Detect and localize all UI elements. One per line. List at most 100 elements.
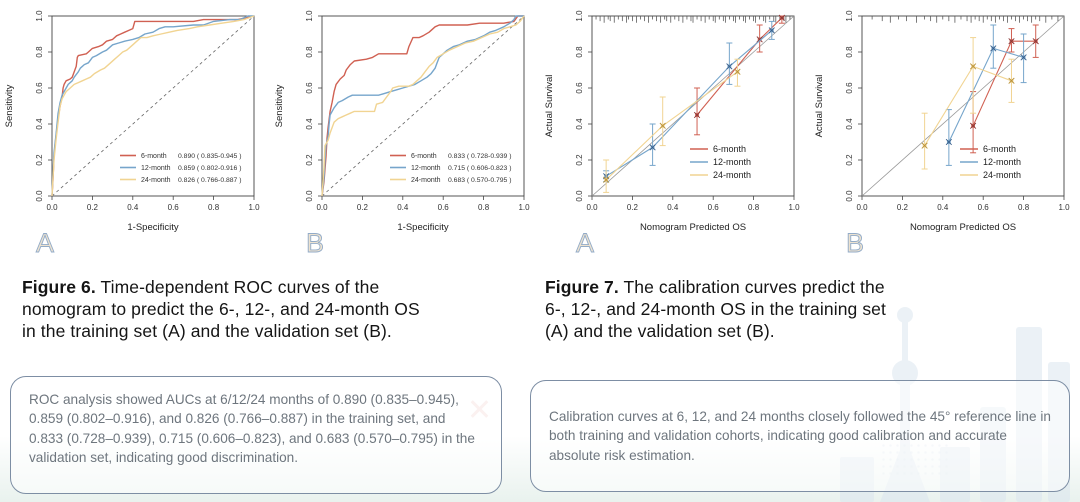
svg-text:0.0: 0.0 bbox=[305, 190, 314, 202]
svg-text:1.0: 1.0 bbox=[788, 203, 800, 212]
svg-text:1.0: 1.0 bbox=[575, 10, 584, 22]
svg-text:0.8: 0.8 bbox=[575, 46, 584, 58]
svg-text:24-month: 24-month bbox=[411, 177, 441, 184]
svg-text:0.715 ( 0.606-0.823 ): 0.715 ( 0.606-0.823 ) bbox=[448, 165, 511, 172]
svg-text:0.6: 0.6 bbox=[35, 82, 44, 94]
rug-marks bbox=[595, 16, 791, 23]
figure7-caption-text: The calibration curves predict the 6-, 1… bbox=[545, 277, 886, 342]
axes: 0.00.0 0.2 0.2 0.4 0.4 0.6 0.6 0.8 0.8 1.0 1.0 Nomo… bbox=[814, 10, 1070, 233]
svg-text:0.0: 0.0 bbox=[35, 190, 44, 202]
roc-summary-box: ROC analysis showed AUCs at 6/12/24 mont… bbox=[10, 376, 502, 494]
svg-text:0.2: 0.2 bbox=[357, 203, 369, 212]
svg-text:12-month: 12-month bbox=[411, 165, 441, 172]
roc-curve-12-month bbox=[321, 15, 524, 197]
svg-text:24-month: 24-month bbox=[713, 170, 751, 180]
calibration-summary-text: Calibration curves at 6, 12, and 24 mont… bbox=[549, 409, 1051, 463]
svg-text:0.4: 0.4 bbox=[397, 203, 409, 212]
x-axis-label: Nomogram Predicted OS bbox=[640, 222, 746, 233]
svg-text:0.4: 0.4 bbox=[305, 118, 314, 130]
panel-letter: B bbox=[846, 228, 864, 258]
svg-text:0.0: 0.0 bbox=[586, 203, 598, 212]
svg-text:0.2: 0.2 bbox=[305, 154, 314, 166]
svg-text:0.6: 0.6 bbox=[575, 82, 584, 94]
svg-text:0.6: 0.6 bbox=[978, 203, 990, 212]
svg-text:0.859 ( 0.802-0.916 ): 0.859 ( 0.802-0.916 ) bbox=[178, 165, 241, 172]
svg-text:0.0: 0.0 bbox=[316, 203, 328, 212]
x-axis-label: 1-Specificity bbox=[397, 222, 448, 233]
roc-summary-text: ROC analysis showed AUCs at 6/12/24 mont… bbox=[29, 392, 475, 465]
figure6-caption-label: Figure 6. bbox=[22, 277, 96, 297]
panel-letter: A bbox=[36, 228, 54, 258]
figure6-roc-training-chart: 0.00.0 0.2 0.2 0.4 0.4 0.6 0.6 0.8 0.8 1.0 1.0 1-Sp… bbox=[4, 10, 260, 258]
svg-text:24-month: 24-month bbox=[141, 177, 171, 184]
legend: 6-month 12-month 24-month bbox=[960, 144, 1021, 180]
legend: 6-month 0.890 ( 0.835-0.945 ) 12-month 0.85… bbox=[120, 153, 241, 184]
svg-text:0.2: 0.2 bbox=[575, 154, 584, 166]
svg-text:6-month: 6-month bbox=[983, 144, 1016, 154]
svg-text:0.4: 0.4 bbox=[575, 118, 584, 130]
svg-text:0.2: 0.2 bbox=[897, 203, 909, 212]
svg-text:0.4: 0.4 bbox=[667, 203, 679, 212]
svg-text:0.6: 0.6 bbox=[305, 82, 314, 94]
legend: 6-month 0.833 ( 0.728-0.939 ) 12-month 0.71… bbox=[390, 153, 511, 184]
svg-text:0.2: 0.2 bbox=[627, 203, 639, 212]
panel-letter: B bbox=[306, 228, 324, 258]
calibration-series-24-month bbox=[603, 58, 741, 193]
svg-text:12-month: 12-month bbox=[713, 157, 751, 167]
legend: 6-month 12-month 24-month bbox=[690, 144, 751, 180]
svg-text:0.2: 0.2 bbox=[87, 203, 99, 212]
svg-text:0.8: 0.8 bbox=[748, 203, 760, 212]
calibration-series-6-month bbox=[969, 24, 1039, 154]
y-axis-label: Sensitivity bbox=[274, 84, 285, 127]
axes: 0.00.0 0.2 0.2 0.4 0.4 0.6 0.6 0.8 0.8 1.0 1.0 Nomo… bbox=[544, 10, 800, 233]
axes: 0.00.0 0.2 0.2 0.4 0.4 0.6 0.6 0.8 0.8 1.0 1.0 1-Sp… bbox=[274, 10, 530, 233]
figure7-caption: Figure 7. The calibration curves predict… bbox=[545, 276, 905, 343]
figure6-roc-validation-chart: 0.00.0 0.2 0.2 0.4 0.4 0.6 0.6 0.8 0.8 1.0 1.0 1-Sp… bbox=[274, 10, 530, 258]
svg-text:0.6: 0.6 bbox=[708, 203, 720, 212]
reference-diagonal bbox=[591, 15, 795, 197]
x-axis-label: 1-Specificity bbox=[127, 222, 178, 233]
panel-letter: A bbox=[576, 228, 594, 258]
svg-text:12-month: 12-month bbox=[141, 165, 171, 172]
svg-text:0.2: 0.2 bbox=[35, 154, 44, 166]
svg-text:1.0: 1.0 bbox=[518, 203, 530, 212]
svg-text:1.0: 1.0 bbox=[35, 10, 44, 22]
svg-text:0.833 ( 0.728-0.939 ): 0.833 ( 0.728-0.939 ) bbox=[448, 153, 511, 160]
svg-text:0.6: 0.6 bbox=[438, 203, 450, 212]
roc-curve-6-month bbox=[321, 15, 524, 197]
rug-marks bbox=[871, 16, 1059, 23]
roc-curve-24-month bbox=[321, 15, 525, 197]
svg-text:0.4: 0.4 bbox=[127, 203, 139, 212]
svg-text:0.0: 0.0 bbox=[575, 190, 584, 202]
y-axis-label: Actual Survival bbox=[544, 75, 555, 138]
svg-text:1.0: 1.0 bbox=[305, 10, 314, 22]
figure6-caption: Figure 6. Time-dependent ROC curves of t… bbox=[22, 276, 422, 343]
svg-text:0.8: 0.8 bbox=[35, 46, 44, 58]
svg-text:0.890 ( 0.835-0.945 ): 0.890 ( 0.835-0.945 ) bbox=[178, 153, 241, 160]
svg-text:1.0: 1.0 bbox=[248, 203, 260, 212]
svg-text:0.826 ( 0.766-0.887 ): 0.826 ( 0.766-0.887 ) bbox=[178, 177, 241, 184]
roc-curve-12-month bbox=[51, 15, 254, 197]
y-axis-label: Sensitivity bbox=[4, 84, 15, 127]
svg-text:24-month: 24-month bbox=[983, 170, 1021, 180]
axes: 0.00.0 0.2 0.2 0.4 0.4 0.6 0.6 0.8 0.8 1.0 1.0 1-Sp… bbox=[4, 10, 260, 233]
svg-text:0.4: 0.4 bbox=[845, 118, 854, 130]
svg-text:1.0: 1.0 bbox=[1058, 203, 1070, 212]
svg-text:0.0: 0.0 bbox=[845, 190, 854, 202]
svg-text:0.2: 0.2 bbox=[845, 154, 854, 166]
x-axis-label: Nomogram Predicted OS bbox=[910, 222, 1016, 233]
svg-text:6-month: 6-month bbox=[713, 144, 746, 154]
calibration-series-24-month bbox=[921, 37, 1015, 170]
figure7-caption-label: Figure 7. bbox=[545, 277, 619, 297]
calibration-summary-box: Calibration curves at 6, 12, and 24 mont… bbox=[530, 380, 1070, 492]
svg-text:0.4: 0.4 bbox=[937, 203, 949, 212]
figure7-calibration-training-chart: 0.00.0 0.2 0.2 0.4 0.4 0.6 0.6 0.8 0.8 1.0 1.0 Nomo… bbox=[544, 10, 800, 258]
figure6-caption-text: Time-dependent ROC curves of the nomogra… bbox=[22, 277, 420, 342]
svg-text:0.683 ( 0.570-0.795 ): 0.683 ( 0.570-0.795 ) bbox=[448, 177, 511, 184]
y-axis-label: Actual Survival bbox=[814, 75, 825, 138]
svg-text:0.8: 0.8 bbox=[845, 46, 854, 58]
svg-text:0.6: 0.6 bbox=[845, 82, 854, 94]
svg-text:0.0: 0.0 bbox=[856, 203, 868, 212]
calibration-series-6-month bbox=[693, 14, 785, 136]
svg-text:0.4: 0.4 bbox=[35, 118, 44, 130]
